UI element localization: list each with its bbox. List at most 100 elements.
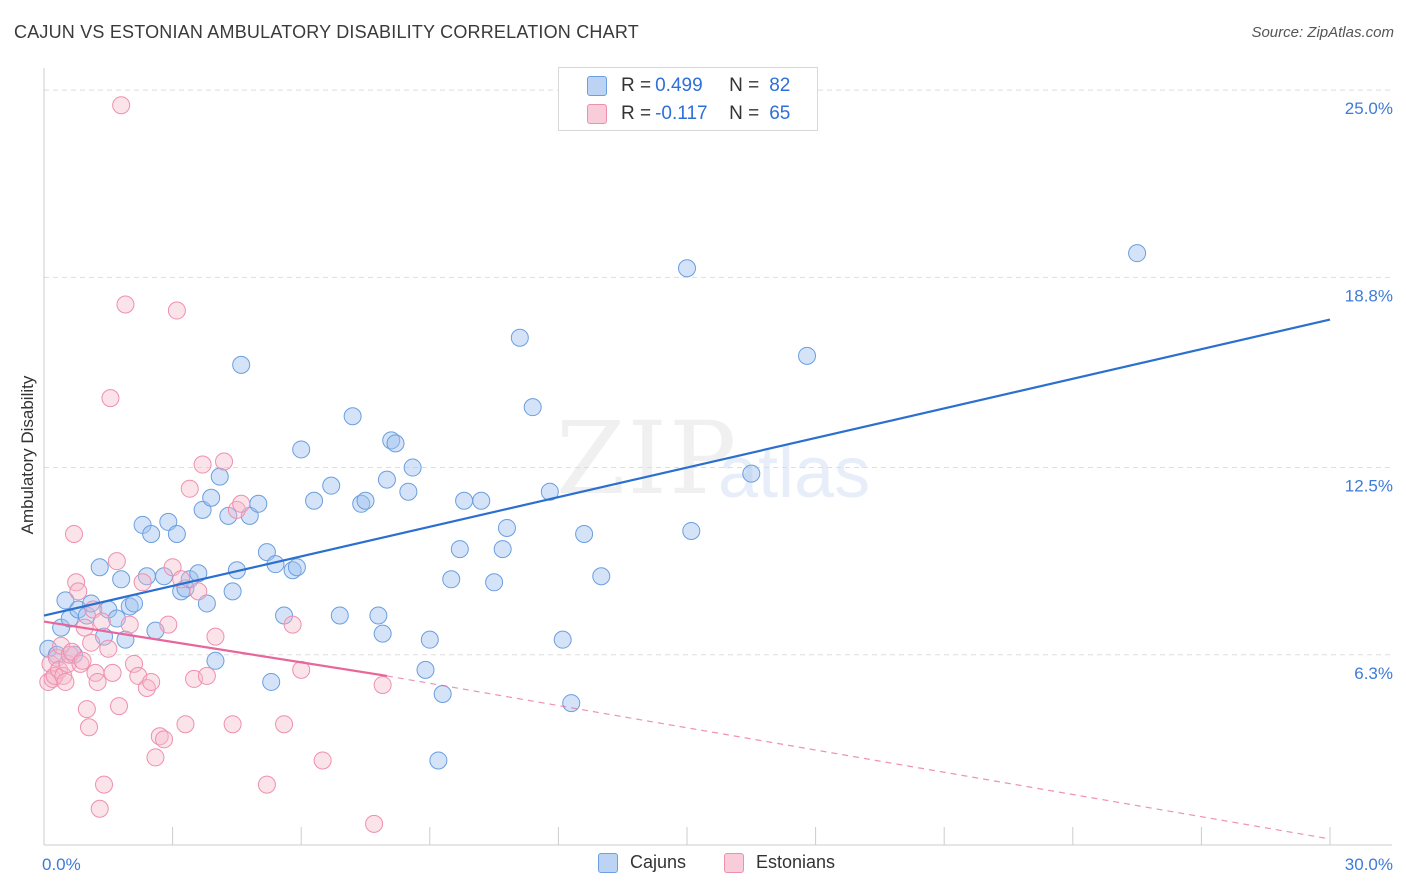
cajun-point <box>429 751 448 770</box>
x-tick-label: 0.0% <box>42 855 81 874</box>
cajun-point <box>420 630 439 649</box>
cajun-point <box>678 259 696 278</box>
y-axis-label: Ambulatory Disability <box>18 375 37 535</box>
cajun-point <box>450 540 469 559</box>
legend-n-value: 65 <box>769 103 791 124</box>
cajun-point <box>377 470 396 489</box>
legend-swatch-cajuns <box>587 76 607 96</box>
estonian-point <box>58 654 77 673</box>
estonian-point <box>99 639 118 658</box>
chart-title: CAJUN VS ESTONIAN AMBULATORY DISABILITY … <box>14 22 639 42</box>
cajun-point <box>553 630 572 649</box>
cajun-point <box>497 518 516 537</box>
cajun-point <box>210 467 229 486</box>
estonian-point <box>120 615 139 634</box>
cajun-point <box>142 524 161 543</box>
cajun-point <box>305 491 324 510</box>
estonian-point <box>313 751 332 770</box>
estonian-point <box>116 295 135 314</box>
cajun-point <box>330 606 349 625</box>
cajun-point <box>493 540 512 559</box>
estonians-trend-line <box>43 620 388 677</box>
cajun-point <box>442 570 461 589</box>
estonian-point <box>73 651 92 670</box>
watermark-zip: ZIP <box>556 400 739 517</box>
legend-n-label: N = <box>729 103 760 124</box>
legend-r-label: R = <box>621 103 652 124</box>
correlation-legend: R = 0.499 N = 82 R = -0.117 N = 65 <box>558 67 818 131</box>
cajun-point <box>373 624 392 643</box>
legend-row-cajuns: R = 0.499 N = 82 <box>587 74 790 98</box>
watermark-atlas: atlas <box>718 433 871 513</box>
estonians-points <box>39 96 392 833</box>
legend-r-label: R = <box>621 75 652 96</box>
y-tick-label: 6.3% <box>1354 664 1393 683</box>
estonian-point <box>193 455 212 474</box>
estonian-point <box>92 612 111 631</box>
cajun-point <box>262 672 281 691</box>
legend-item-estonians[interactable]: Estonians <box>724 852 835 873</box>
estonian-point <box>155 730 174 749</box>
x-tick-label: 30.0% <box>1345 855 1393 874</box>
estonian-point <box>133 573 152 592</box>
estonian-point <box>103 663 122 682</box>
cajun-point <box>202 488 221 507</box>
cajuns-points <box>39 244 1147 770</box>
cajun-point <box>485 573 504 592</box>
estonian-point <box>71 654 90 673</box>
cajun-point <box>356 491 375 510</box>
legend-swatch-estonians <box>724 852 744 873</box>
tick-labels: 6.3% 12.5% 18.8% 25.0% 0.0% 30.0% <box>42 99 1393 874</box>
series-legend: Cajuns Estonians <box>0 852 1406 878</box>
legend-item-cajuns[interactable]: Cajuns <box>598 852 686 873</box>
cajun-point <box>682 521 701 540</box>
legend-swatch-cajuns <box>598 852 618 873</box>
estonian-point <box>373 675 392 694</box>
legend-row-estonians: R = -0.117 N = 65 <box>587 102 790 126</box>
estonian-point <box>275 715 294 734</box>
y-tick-label: 18.8% <box>1345 286 1393 305</box>
trend-lines <box>43 318 1331 840</box>
estonian-point <box>232 494 251 513</box>
y-tick-label: 25.0% <box>1345 99 1393 118</box>
estonian-point <box>56 672 75 691</box>
estonian-point <box>112 96 131 115</box>
axes <box>43 68 1392 846</box>
estonian-point <box>82 633 101 652</box>
legend-label-estonians: Estonians <box>756 852 836 872</box>
cajun-point <box>249 494 268 513</box>
cajun-point <box>56 591 75 610</box>
estonian-point <box>223 715 242 734</box>
cajun-point <box>523 398 542 417</box>
estonian-point <box>77 700 96 719</box>
source-label: Source: ZipAtlas.com <box>1251 24 1394 41</box>
cajun-point <box>455 491 474 510</box>
cajun-point <box>90 558 109 577</box>
y-tick-label: 12.5% <box>1345 477 1393 496</box>
estonian-point <box>142 672 161 691</box>
legend-n-value: 82 <box>769 75 791 96</box>
estonian-point <box>101 389 120 408</box>
cajun-point <box>416 660 435 679</box>
cajun-point <box>206 651 225 670</box>
cajun-point <box>223 582 242 601</box>
estonian-point <box>67 573 86 592</box>
estonian-point <box>110 697 129 716</box>
cajun-point <box>287 558 306 577</box>
legend-r-value: -0.117 <box>655 103 708 124</box>
cajun-point <box>167 524 186 543</box>
cajun-point <box>399 482 418 501</box>
legend-label-cajuns: Cajuns <box>630 852 687 872</box>
cajun-point <box>189 564 208 583</box>
estonian-point <box>125 654 144 673</box>
estonian-point <box>146 748 165 767</box>
cajun-point <box>232 355 251 374</box>
legend-r-value: 0.499 <box>655 75 703 96</box>
cajun-point <box>562 694 581 713</box>
cajun-point <box>742 464 761 483</box>
estonian-point <box>197 666 216 685</box>
cajun-point <box>343 407 362 426</box>
estonian-point <box>69 582 88 601</box>
estonian-point <box>90 799 109 818</box>
